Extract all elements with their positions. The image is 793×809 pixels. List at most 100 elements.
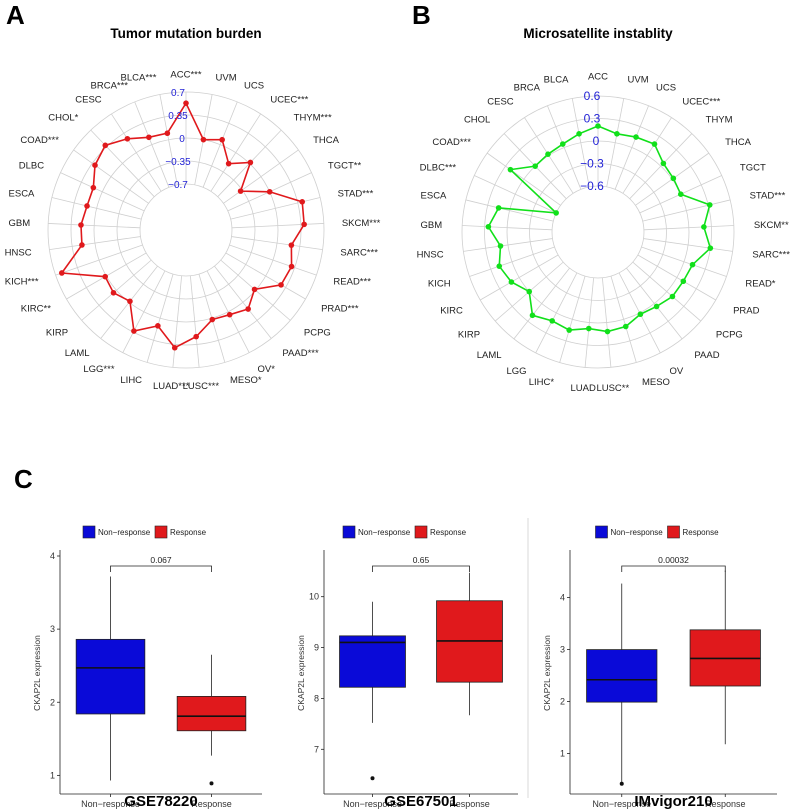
radar-point (155, 323, 161, 329)
x-tick-label: Response (449, 799, 490, 809)
panel-letter-a: A (6, 0, 25, 30)
radar-point (266, 188, 273, 195)
radar-point (508, 279, 515, 285)
radar-category-label: HNSC (417, 250, 444, 261)
radar-category-label: CESC (75, 94, 102, 105)
radar-point (183, 100, 189, 106)
radar-category-label: DLBC (19, 161, 44, 172)
radar-category-label: READ*** (333, 277, 371, 288)
radar-category-label: MESO (642, 377, 670, 388)
radar-category-label: CHOL* (48, 113, 78, 124)
radar-category-label: LAML (65, 348, 90, 359)
radar-category-label: KIRC (440, 306, 463, 317)
y-tick-label: 9 (314, 643, 319, 653)
radar-category-label: UVM (628, 74, 649, 85)
radar-tick-label: 0.7 (171, 88, 185, 99)
radar-tick-label: −0.6 (580, 179, 604, 193)
legend-nonresponse-swatch (342, 525, 356, 539)
radar-tick-label: 0.6 (584, 89, 601, 103)
radar-category-label: UCS (656, 83, 676, 94)
legend-nonresponse-label: Non−response (358, 528, 411, 537)
gse78220-boxplot: Non−response Response 1 2 3 4 CKAP2L expressio… (32, 525, 262, 809)
radar-spoke (462, 225, 553, 231)
radar-category-label: LUAD (570, 383, 595, 394)
radar-spoke (214, 265, 272, 339)
y-tick-label: 2 (560, 697, 565, 707)
radar-point (219, 136, 225, 143)
radar-point (110, 290, 117, 296)
radar-category-label: LGG*** (83, 364, 114, 375)
radar-point (669, 293, 676, 300)
radar-spoke (632, 261, 702, 322)
legend-response-label: Response (170, 528, 207, 537)
radar-point (549, 318, 555, 324)
radar-point (226, 311, 233, 318)
radar-tick-label: 0.35 (168, 111, 188, 122)
radar-spoke (463, 238, 553, 252)
radar-spoke (474, 175, 557, 214)
radar-tick-label: −0.7 (168, 180, 188, 191)
radar-category-label: GBM (9, 218, 31, 229)
radar-spoke (465, 199, 554, 222)
radar-category-label: THYM*** (294, 113, 332, 124)
radar-category-label: LUSC** (596, 383, 629, 394)
radar-category-label: STAD*** (338, 189, 374, 200)
msi-radar-chart: Microsatellite instablity 0.6 0.3 0 −0.3 −0.6… (417, 26, 791, 394)
pvalue-bracket (621, 565, 726, 572)
radar-point (680, 278, 687, 285)
radar-category-label: HNSC (5, 248, 32, 259)
legend-response-label: Response (683, 528, 720, 537)
y-tick-label: 1 (50, 770, 55, 780)
radar-title: Microsatellite instablity (523, 26, 673, 41)
radar-spoke (571, 98, 590, 187)
radar-spoke (134, 101, 170, 188)
radar-spoke (206, 270, 250, 353)
radar-point (237, 188, 244, 194)
radar-category-label: PCPG (716, 330, 743, 341)
radar-category-label: ACC (588, 72, 608, 83)
radar-spoke (49, 236, 141, 251)
x-tick-label: Non−response (81, 799, 140, 809)
radar-point (146, 134, 152, 141)
radar-point (614, 131, 620, 137)
dataset-title: IMvigor210 (634, 793, 712, 809)
radar-point (171, 344, 178, 351)
radar-spoke (480, 254, 559, 301)
radar-tick-label: 0 (179, 134, 185, 145)
radar-spoke (641, 246, 727, 277)
radar-spoke (547, 105, 582, 190)
radar-category-label: PCPG (304, 328, 331, 339)
radar-spoke (122, 270, 166, 353)
radar-ring (551, 185, 645, 279)
radar-tick-label: 0 (593, 134, 600, 148)
radar-point (670, 175, 677, 182)
radar-spoke (584, 277, 595, 368)
radar-point (102, 142, 109, 149)
radar-point (127, 298, 133, 305)
radar-point (164, 130, 171, 137)
radar-point (507, 166, 514, 173)
radar-spoke (146, 274, 174, 363)
radar-category-label: THCA (725, 137, 752, 148)
box-body (586, 649, 658, 703)
radar-category-label: LAML (477, 350, 502, 361)
pvalue-bracket (372, 565, 470, 572)
radar-spoke (172, 275, 183, 368)
radar-spoke (223, 149, 299, 204)
legend-nonresponse-label: Non−response (98, 528, 151, 537)
legend-nonresponse-swatch (595, 525, 608, 539)
legend-nonresponse-swatch (82, 525, 96, 539)
radar-category-label: PRAD (733, 306, 760, 317)
radar-point (622, 323, 629, 330)
radar-point (689, 261, 696, 268)
radar-category-label: COAD*** (20, 135, 59, 146)
radar-category-label: DLBC*** (420, 163, 457, 174)
radar-spoke (469, 246, 555, 277)
radar-category-label: KICH*** (5, 277, 39, 288)
radar-spoke (535, 272, 578, 354)
radar-point (102, 273, 108, 280)
radar-point (526, 288, 533, 295)
legend-response-swatch (667, 525, 680, 539)
radar-spoke (231, 236, 323, 251)
